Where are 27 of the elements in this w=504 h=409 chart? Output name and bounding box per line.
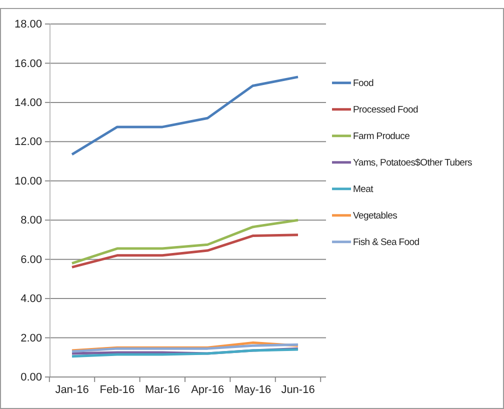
line-series (70, 76, 300, 156)
y-tick-label: 2.00 (20, 332, 42, 344)
x-tick-label: Feb-16 (100, 384, 135, 396)
y-tick-label: 12.00 (14, 136, 42, 148)
x-tick-label: Apr-16 (191, 384, 224, 396)
legend-label: Processed Food (353, 104, 418, 116)
y-tick-label: 8.00 (20, 214, 42, 227)
y-tick-label: 16.00 (14, 58, 42, 70)
x-tick-label: Jun-16 (281, 384, 315, 396)
legend-label: Yams, Potatoes$Other Tubers (353, 158, 473, 169)
legend-label: Vegetables (353, 210, 398, 222)
x-tick-label: Mar-16 (144, 384, 180, 396)
y-tick-label: 6.00 (20, 254, 42, 266)
y-tick-label: 14.00 (14, 96, 42, 109)
y-tick-label: 0.00 (20, 372, 42, 384)
line-series (70, 234, 300, 268)
legend-label: Farm Produce (353, 131, 410, 142)
y-tick-label: 18.00 (14, 18, 42, 31)
y-tick-label: 10.00 (14, 175, 42, 188)
legend-label: Food (353, 78, 374, 90)
y-tick-label: 4.00 (20, 293, 42, 306)
line-series (70, 218, 300, 265)
legend-label: Fish & Sea Food (353, 237, 420, 248)
legend-label: Meat (353, 184, 374, 196)
x-tick-label: May-16 (234, 384, 272, 396)
line-series (70, 348, 300, 358)
x-tick-label: Jan-16 (55, 384, 89, 396)
